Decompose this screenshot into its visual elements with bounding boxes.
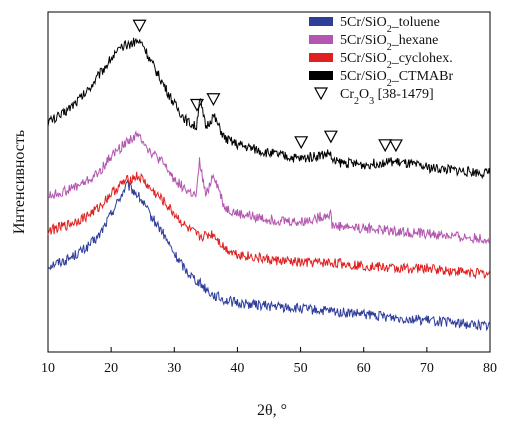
cr2o3-peak-marker [206,93,221,106]
legend-entry: 5Cr/SiO2_toluene [340,15,440,35]
legend-entry: 5Cr/SiO2_CTMABr [340,69,453,89]
x-tick-label: 60 [357,361,371,376]
legend-entry-reference: Cr2O3 [38-1479] [340,87,434,107]
legend-swatch [309,71,333,80]
x-tick-label: 40 [230,361,244,376]
reference-markers [132,19,403,153]
plot-frame [47,11,491,353]
cr2o3-peak-marker [132,19,147,33]
legend-swatch [309,35,333,44]
legend-swatch [309,53,333,62]
x-tick-label: 30 [167,361,181,376]
x-tick-label: 10 [41,361,55,376]
legend-entry: 5Cr/SiO2_hexane [340,33,438,53]
y-axis-label: Интенсивность [11,130,28,234]
plot-area-border [47,11,491,353]
cr2o3-peak-marker [294,136,309,150]
cr2o3-peak-marker [378,139,393,153]
legend-swatch [309,17,333,26]
x-axis-label: 2θ, ° [257,402,287,419]
cr2o3-peak-marker [323,130,338,144]
series-line-4 [47,37,491,180]
series-layer [47,37,491,332]
legend-triangle-icon [313,87,329,101]
cr2o3-peak-marker [190,98,205,112]
series-line-1 [47,178,491,332]
series-line-3 [47,171,491,280]
x-tick-label: 50 [294,361,308,376]
legend: 5Cr/SiO2_toluene5Cr/SiO2_hexane5Cr/SiO2_… [309,15,453,107]
legend-entry: 5Cr/SiO2_cyclohex. [340,51,453,71]
x-axis-ticks: 10 20 30 40 50 60 70 80 [41,347,497,376]
x-tick-label: 20 [104,361,118,376]
cr2o3-peak-marker [388,139,403,153]
series-line-2 [47,130,491,245]
x-tick-label: 80 [483,361,497,376]
x-tick-label: 70 [420,361,434,376]
